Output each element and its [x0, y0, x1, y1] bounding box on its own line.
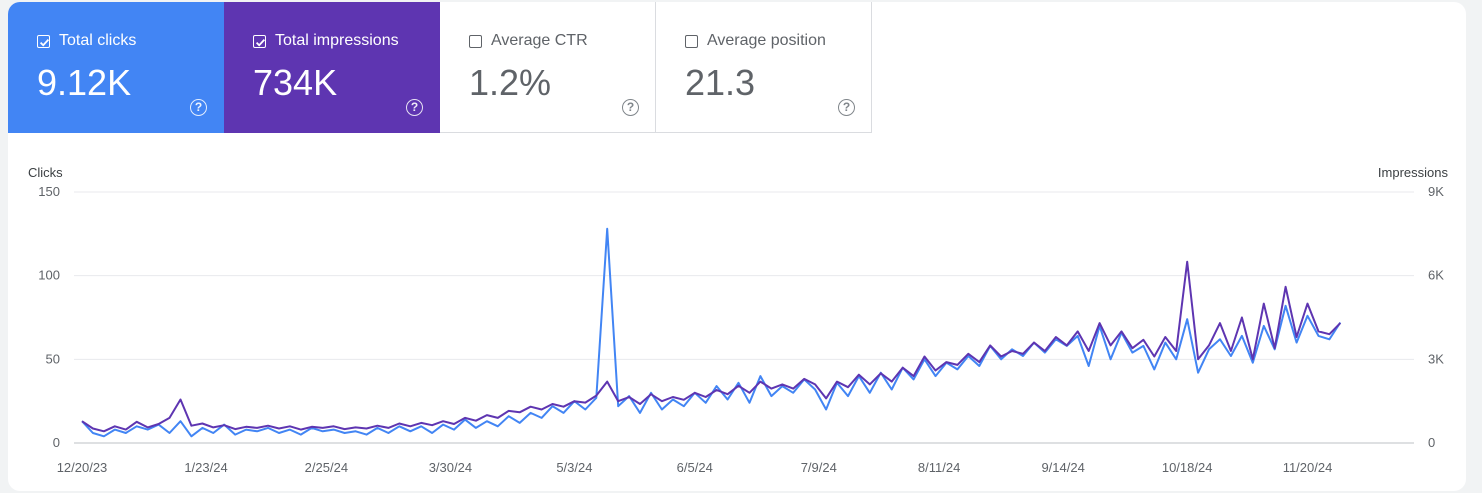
metric-value: 734K: [253, 62, 338, 103]
x-tick-label: 10/18/24: [1162, 460, 1213, 475]
x-tick-label: 12/20/23: [57, 460, 108, 475]
metric-card-average-ctr[interactable]: Average CTR 1.2% ?: [440, 2, 656, 133]
help-icon[interactable]: ?: [406, 99, 423, 116]
x-tick-label: 8/11/24: [918, 460, 960, 475]
metric-value: 1.2%: [469, 62, 552, 103]
right-tick-label: 0: [1428, 435, 1435, 450]
checkbox-unchecked-icon[interactable]: [469, 34, 482, 48]
x-axis-ticks: 12/20/23 1/23/24 2/25/24 3/30/24 5/3/24 6/5/2…: [57, 460, 1333, 475]
x-tick-label: 1/23/24: [184, 460, 227, 475]
left-tick-label: 0: [53, 435, 60, 450]
x-tick-label: 9/14/24: [1041, 460, 1084, 475]
x-tick-label: 11/20/24: [1283, 460, 1333, 475]
x-tick-label: 2/25/24: [305, 460, 348, 475]
left-axis-title: Clicks: [28, 165, 63, 180]
help-icon[interactable]: ?: [838, 99, 855, 116]
x-tick-label: 3/30/24: [429, 460, 472, 475]
metric-card-average-position[interactable]: Average position 21.3 ?: [656, 2, 872, 133]
metric-cards: Total clicks 9.12K ? Total impressions 7…: [8, 2, 872, 133]
checkbox-unchecked-icon[interactable]: [685, 34, 698, 48]
metric-card-total-impressions[interactable]: Total impressions 734K ?: [224, 2, 440, 133]
metric-card-total-clicks[interactable]: Total clicks 9.12K ?: [8, 2, 224, 133]
x-tick-label: 6/5/24: [677, 460, 713, 475]
help-icon[interactable]: ?: [622, 99, 639, 116]
x-tick-label: 7/9/24: [801, 460, 837, 475]
metric-label: Total impressions: [275, 32, 399, 49]
left-tick-label: 50: [46, 351, 60, 366]
metric-label: Average CTR: [491, 32, 588, 49]
x-tick-label: 5/3/24: [556, 460, 592, 475]
chart-lines: [81, 227, 1342, 438]
chart-grid: [74, 191, 1414, 444]
metric-value: 9.12K: [37, 62, 132, 103]
performance-chart: 0 50 100 150 0 3K 6K 9K 12/20/23 1/23/24 2/25/24 3…: [38, 184, 1444, 475]
metric-value: 21.3: [685, 62, 756, 103]
metric-label: Total clicks: [59, 32, 137, 49]
y-axis-ticks: 0 50 100 150 0 3K 6K 9K: [38, 184, 1444, 450]
help-icon[interactable]: ?: [190, 99, 207, 116]
right-axis-title: Impressions: [1377, 165, 1448, 180]
right-tick-label: 6K: [1428, 268, 1444, 283]
series-line-clicks: [81, 227, 1342, 438]
series-line-impressions: [81, 260, 1342, 433]
left-tick-label: 150: [38, 184, 60, 199]
performance-panel: Total clicks 9.12K ? Total impressions 7…: [8, 2, 1466, 491]
checkbox-checked-icon[interactable]: [37, 34, 50, 48]
left-tick-label: 100: [38, 268, 60, 283]
right-tick-label: 3K: [1428, 351, 1444, 366]
right-tick-label: 9K: [1428, 184, 1444, 199]
metric-label: Average position: [707, 32, 826, 49]
checkbox-checked-icon[interactable]: [253, 34, 266, 48]
